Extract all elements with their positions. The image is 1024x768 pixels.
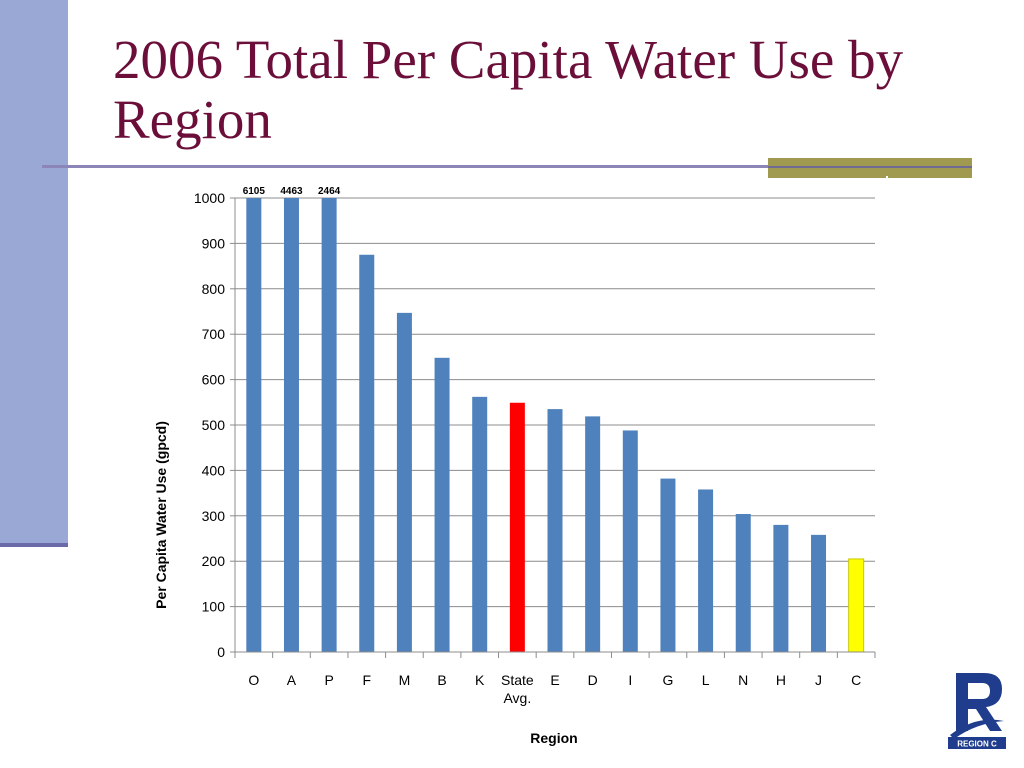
- y-tick-label: 400: [202, 462, 226, 478]
- logo-text-box: [948, 737, 1006, 749]
- x-tick-label: L: [702, 672, 710, 688]
- x-tick-label: M: [399, 672, 411, 688]
- x-tick-label: G: [662, 672, 673, 688]
- x-tick-label: E: [550, 672, 559, 688]
- logo-text: REGION C: [957, 740, 997, 749]
- bar-n: [735, 513, 751, 652]
- logo-mark: [956, 673, 1002, 731]
- x-tick-label: H: [776, 672, 786, 688]
- axes: [230, 197, 876, 658]
- bar-l: [698, 489, 714, 652]
- data-label: 6105: [243, 186, 266, 197]
- data-label: 2464: [318, 186, 341, 197]
- bar-j: [811, 534, 827, 652]
- x-tick-label: A: [287, 672, 297, 688]
- accent-bar: [768, 158, 972, 178]
- y-tick-label: 800: [202, 281, 226, 297]
- bar-i: [622, 430, 638, 652]
- x-tick-label: F: [362, 672, 371, 688]
- accent-bar-notch: [886, 176, 888, 179]
- bar-a: [283, 198, 299, 652]
- x-tick-label: K: [475, 672, 485, 688]
- left-decor-band: [0, 0, 68, 545]
- x-tick-label: I: [628, 672, 632, 688]
- left-decor-band-edge: [0, 543, 68, 547]
- bar-h: [773, 524, 789, 652]
- x-tick-labels: O A P F M B K State Avg. E D I G L N H J C: [248, 672, 861, 706]
- bars: [246, 198, 865, 653]
- bar-e: [547, 409, 563, 652]
- bar-c: [848, 558, 865, 653]
- gridlines: [235, 197, 875, 608]
- bar-d: [585, 416, 601, 652]
- bar-p: [321, 198, 337, 652]
- bar-state-avg: [509, 402, 525, 652]
- bar-f: [359, 254, 375, 652]
- data-labels: 6105 4463 2464: [243, 186, 341, 197]
- bar-m: [396, 312, 412, 652]
- x-tick-label: D: [588, 672, 598, 688]
- bar-chart: 0 100 200 300 400 500 600 700 800 900 1000 O A P F M B K…: [153, 186, 876, 746]
- x-tick-label: N: [738, 672, 748, 688]
- x-tick-label: State: [501, 672, 534, 688]
- y-tick-label: 300: [202, 508, 226, 524]
- bar-k: [472, 396, 488, 652]
- bar-g: [660, 478, 676, 652]
- x-axis-label: Region: [530, 730, 577, 746]
- y-tick-label: 500: [202, 417, 226, 433]
- y-tick-label: 0: [217, 644, 225, 660]
- page-title: 2006 Total Per Capita Water Use by Regio…: [113, 29, 904, 150]
- y-tick-label: 700: [202, 326, 226, 342]
- title-divider: [42, 165, 972, 168]
- x-tick-label: J: [815, 672, 822, 688]
- region-c-logo: REGION C: [946, 665, 1008, 751]
- data-label: 4463: [280, 186, 303, 197]
- x-tick-label: P: [324, 672, 333, 688]
- x-tick-label: C: [851, 672, 861, 688]
- y-tick-label: 200: [202, 553, 226, 569]
- accent-bar-line: [768, 166, 972, 168]
- y-tick-label: 1000: [194, 190, 225, 206]
- y-axis-label: Per Capita Water Use (gpcd): [153, 421, 169, 609]
- y-tick-label: 600: [202, 372, 226, 388]
- bar-b: [434, 357, 450, 652]
- x-tick-label: O: [248, 672, 259, 688]
- x-tick-label: B: [437, 672, 446, 688]
- bar-o: [246, 198, 262, 652]
- y-tick-labels: 0 100 200 300 400 500 600 700 800 900 1000: [194, 190, 225, 660]
- y-tick-label: 900: [202, 235, 226, 251]
- y-tick-label: 100: [202, 599, 226, 615]
- x-tick-label: Avg.: [503, 690, 531, 706]
